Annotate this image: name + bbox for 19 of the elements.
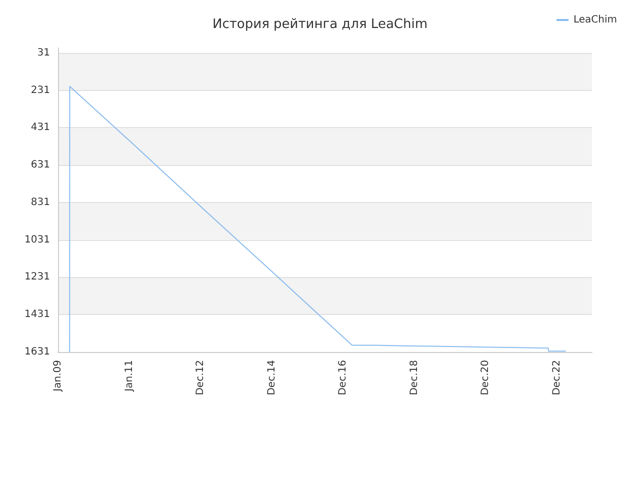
y-tick-label: 1231 xyxy=(24,272,50,283)
y-tick-label: 231 xyxy=(30,84,50,96)
x-tick-label: Dec.16 xyxy=(338,360,349,396)
y-tick-label: 831 xyxy=(30,196,50,208)
x-tick-label: Dec.22 xyxy=(551,360,562,396)
y-tick-label: 431 xyxy=(30,122,50,134)
x-tick-label: Jan.11 xyxy=(124,360,135,392)
x-tick-label: Dec.12 xyxy=(195,360,206,396)
chart-title: История рейтинга для LeaChim xyxy=(212,17,428,32)
x-tick-label: Dec.14 xyxy=(266,360,278,396)
y-tick-label: 1431 xyxy=(24,309,50,320)
y-tick-label: 631 xyxy=(30,160,50,171)
x-tick-label: Jan.09 xyxy=(52,360,64,392)
legend-label: LeaChim xyxy=(573,14,617,26)
y-tick-label: 31 xyxy=(37,47,50,58)
x-tick-label: Dec.18 xyxy=(408,360,420,396)
y-tick-label: 1031 xyxy=(24,234,50,246)
x-tick-label: Dec.20 xyxy=(480,360,492,396)
y-tick-label: 1631 xyxy=(24,346,50,358)
